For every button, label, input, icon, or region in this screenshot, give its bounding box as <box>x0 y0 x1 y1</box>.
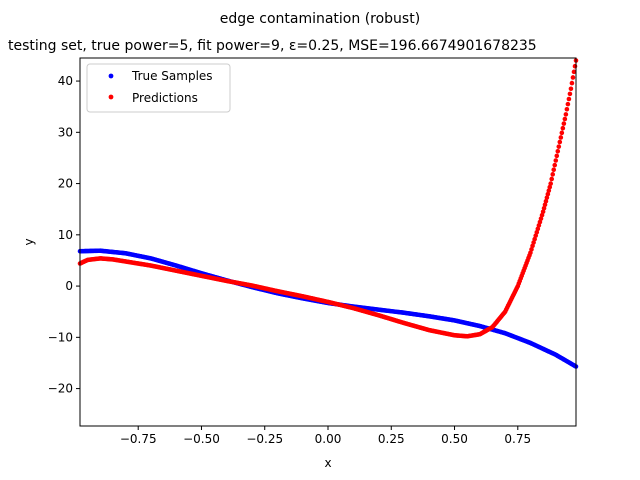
data-point <box>548 181 553 186</box>
data-point <box>543 198 549 204</box>
data-point <box>567 91 573 97</box>
x-tick-label: 0.75 <box>504 432 531 446</box>
data-point <box>564 106 570 112</box>
data-point <box>557 139 563 145</box>
chart-title: edge contamination (robust) <box>220 11 420 27</box>
y-tick-label: 40 <box>58 74 73 88</box>
series-predictions <box>77 58 579 339</box>
legend-label-true-samples: True Samples <box>131 69 213 83</box>
plot-area: −0.75 −0.50 −0.25 0.00 0.25 0.50 0.75 −20 −10 0 10… <box>48 57 579 446</box>
data-point <box>563 112 569 117</box>
data-point <box>566 96 572 102</box>
data-point <box>561 121 567 126</box>
data-point <box>551 167 557 173</box>
y-tick-label: −20 <box>48 382 73 396</box>
data-point <box>552 162 558 168</box>
data-point <box>547 184 553 190</box>
data-point <box>558 135 564 140</box>
data-point <box>540 209 546 215</box>
x-tick-label: −0.25 <box>246 432 283 446</box>
data-point <box>569 80 575 86</box>
data-point <box>550 172 556 177</box>
axes-frame <box>79 57 577 427</box>
data-point <box>565 101 571 107</box>
legend-marker-predictions <box>108 94 114 100</box>
legend-marker-true-samples <box>108 73 114 79</box>
legend-label-predictions: Predictions <box>132 91 198 105</box>
data-point <box>542 202 548 208</box>
y-tick-label: 30 <box>58 125 73 139</box>
data-point <box>571 69 577 75</box>
data-point <box>559 130 565 136</box>
data-point <box>546 188 552 193</box>
x-tick-label: −0.50 <box>183 432 220 446</box>
data-point <box>545 191 551 197</box>
y-tick-label: 0 <box>65 279 73 293</box>
data-point <box>549 176 555 182</box>
y-axis-label: y <box>22 238 36 245</box>
data-point <box>562 116 568 122</box>
data-point <box>570 75 576 80</box>
y-tick-label: 10 <box>58 228 73 242</box>
data-point <box>553 158 559 163</box>
data-point <box>556 144 562 149</box>
x-tick-label: −0.75 <box>120 432 157 446</box>
y-tick-label: 20 <box>58 177 73 191</box>
x-tick-label: 0.25 <box>378 432 405 446</box>
data-point <box>568 86 574 92</box>
data-point <box>572 63 578 69</box>
legend: True Samples Predictions <box>86 63 231 113</box>
chart-subtitle: testing set, true power=5, fit power=9, … <box>8 38 537 54</box>
x-tick-label: 0.00 <box>315 432 342 446</box>
data-point <box>554 153 560 159</box>
x-tick-label: 0.50 <box>441 432 468 446</box>
data-point <box>555 148 561 154</box>
x-axis-label: x <box>324 456 331 470</box>
data-point <box>560 125 566 131</box>
y-tick-label: −10 <box>48 330 73 344</box>
data-point <box>544 195 550 200</box>
data-point <box>541 205 547 211</box>
legend-box <box>86 63 231 113</box>
